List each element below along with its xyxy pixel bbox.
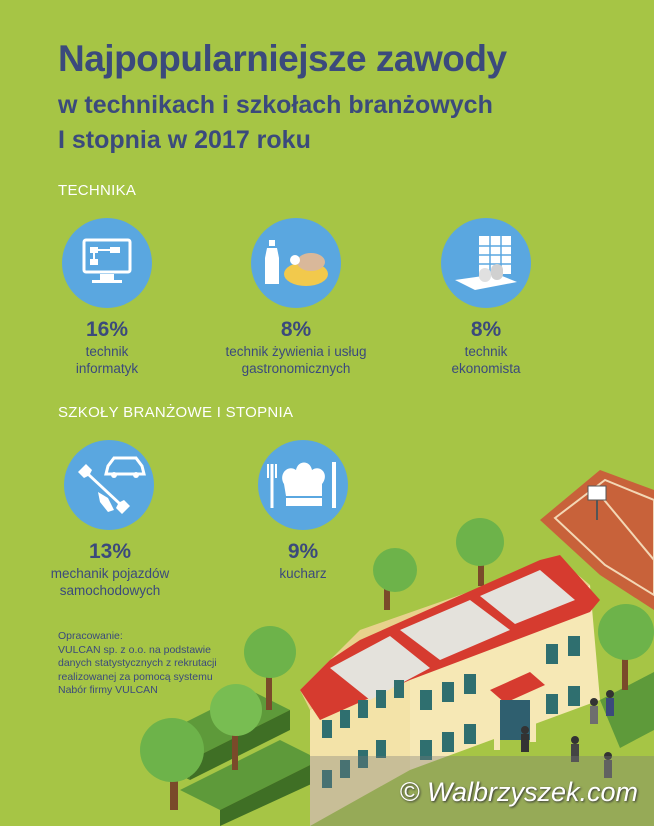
stat-label-line: informatyk: [75, 361, 139, 376]
stat-percent: 16%: [85, 318, 129, 341]
hedge: [180, 740, 320, 810]
title-line-1: Najpopularniejsze zawody: [58, 38, 507, 79]
stat-label-line: kucharz: [279, 566, 327, 581]
person: [590, 698, 598, 724]
source-line: Nabór firmy VULCAN: [58, 684, 158, 696]
stat-label: technik ekonomista: [366, 343, 606, 377]
school-wall-right: [410, 585, 600, 770]
tree: [140, 718, 204, 810]
title-line-2: w technikach i szkołach branżowych: [58, 91, 493, 119]
section-technika: TECHNIKA: [58, 182, 137, 199]
person: [521, 726, 529, 752]
watermark-text: © Walbrzyszek.com: [399, 777, 638, 807]
stat-percent: 8%: [470, 318, 502, 341]
person: [604, 752, 612, 778]
source-line: VULCAN sp. z o.o. na podstawie: [58, 643, 211, 656]
entrance-roof: [490, 672, 545, 703]
chef-hat-icon: [258, 440, 348, 530]
source-note: Opracowanie: VULCAN sp. z o.o. na podsta…: [58, 630, 268, 698]
tree: [373, 548, 417, 610]
source-line: realizowanej za pomocą systemu: [58, 670, 213, 683]
school-windows: [322, 636, 580, 788]
stat-percent: 9%: [287, 540, 319, 563]
stat-label-line: mechanik pojazdów: [50, 566, 170, 581]
sports-court: [540, 470, 654, 610]
finance-icon: [441, 218, 531, 308]
title-line-3: I stopnia w 2017 roku: [58, 126, 311, 154]
person: [606, 690, 614, 716]
tree: [210, 684, 262, 770]
stat-label-line: ekonomista: [451, 361, 521, 376]
stat-percent: 13%: [88, 540, 132, 563]
stat-label-line: technik: [85, 344, 129, 359]
section-branzowe: SZKOŁY BRANŻOWE I STOPNIA: [58, 404, 294, 421]
stat-label-line: technik: [464, 344, 508, 359]
tree: [456, 518, 504, 586]
stat-label: kucharz: [183, 565, 423, 582]
basketball-hoop: [587, 485, 607, 501]
person: [571, 736, 579, 762]
hedge: [600, 672, 654, 748]
computer-icon: [62, 218, 152, 308]
stat-label-line: gastronomicznych: [241, 361, 351, 376]
stat-label-line: technik żywienia i usług: [225, 344, 367, 359]
source-line: danych statystycznych z rekrutacji: [58, 657, 217, 669]
tree: [244, 626, 296, 710]
tree: [598, 604, 654, 690]
stat-label-line: samochodowych: [59, 583, 161, 598]
stat-percent: 8%: [280, 318, 312, 341]
watermark-backdrop: [310, 756, 654, 826]
car-wrench-icon: [64, 440, 154, 530]
food-icon: [251, 218, 341, 308]
stat-label: technik żywienia i usług gastronomicznyc…: [176, 343, 416, 377]
stat-label: technik informatyk: [0, 343, 227, 377]
stat-label: mechanik pojazdów samochodowych: [0, 565, 230, 599]
source-line: Opracowanie:: [58, 630, 123, 642]
